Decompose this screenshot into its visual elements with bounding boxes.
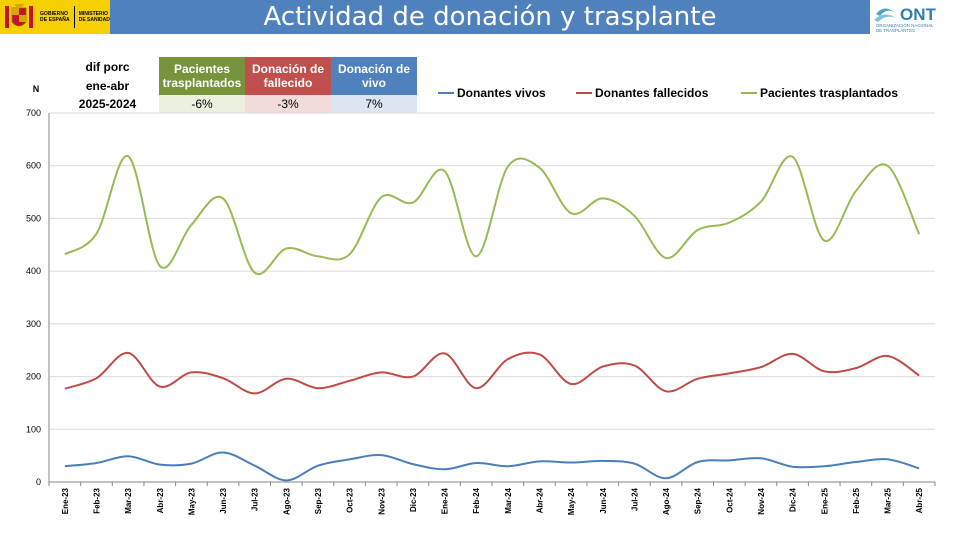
header-pacientes-line1: Pacientes (173, 62, 231, 76)
series-line-pacientes-trasplantados (64, 155, 921, 276)
header-fallecido-line1: Donación de (251, 62, 324, 76)
x-tick-label-9: Oct-23 (346, 487, 355, 512)
y-tick-label-200: 200 (26, 372, 41, 382)
x-tick-label-16: May-24 (567, 487, 576, 515)
y-tick-label-0: 0 (36, 477, 41, 487)
y-tick-label-500: 500 (26, 213, 41, 223)
y-tick-label-400: 400 (26, 266, 41, 276)
ont-logo: ONT ORGANIZACIÓN NACIONAL DE TRASPLANTES (874, 5, 937, 33)
y-tick-label-700: 700 (26, 108, 41, 118)
header-pacientes-line2: trasplantados (162, 76, 242, 90)
series-line-donantes-vivos (64, 451, 920, 482)
legend-label-donantes-vivos: Donantes vivos (457, 86, 546, 100)
value-donacion-fallecido: -3% (245, 95, 331, 113)
x-tick-label-13: Feb-24 (472, 487, 481, 513)
x-tick-label-26: Mar-25 (884, 487, 893, 513)
x-tick-label-10: Nov-23 (377, 487, 386, 514)
x-tick-label-14: Mar-24 (504, 487, 513, 513)
legend-label-pacientes-trasplantados: Pacientes trasplantados (760, 86, 898, 100)
page-title: Actividad de donación y trasplante (263, 2, 717, 32)
header-fallecido-line2: fallecido (263, 76, 313, 90)
value-donacion-vivo: 7% (331, 95, 417, 113)
x-tick-label-2: Mar-23 (124, 487, 133, 513)
ministry-line1: MINISTERIO (78, 11, 108, 17)
header-banner: GOBIERNO DE ESPAÑA MINISTERIO DE SANIDAD… (0, 0, 960, 38)
ont-wave-icon (876, 8, 894, 16)
header-donacion-fallecido: Donación de fallecido (245, 57, 331, 95)
x-tick-label-20: Sep-24 (694, 487, 703, 514)
summary-row-label-2: ene-abr (85, 78, 130, 93)
header-pacientes-trasplantados: Pacientes trasplantados (159, 57, 245, 95)
x-tick-label-0: Ene-23 (61, 487, 70, 514)
legend-label-donantes-fallecidos: Donantes fallecidos (595, 86, 709, 100)
y-axis-label: N (33, 84, 40, 94)
ministry-logo-text: MINISTERIO DE SANIDAD (79, 11, 110, 23)
summary-row-label-3: 2025-2024 (78, 97, 137, 111)
value-pacientes-trasplantados: -6% (159, 95, 245, 113)
header-vivo-line2: vivo (361, 76, 386, 90)
x-tick-label-3: Abr-23 (156, 487, 165, 513)
y-tick-label-600: 600 (26, 161, 41, 171)
x-tick-label-17: Jun-24 (599, 487, 608, 513)
x-tick-label-7: Ago-23 (282, 487, 291, 515)
x-tick-label-24: Ene-25 (820, 487, 829, 514)
x-tick-label-11: Dic-23 (409, 487, 418, 512)
gov-logo-line1: GOBIERNO (40, 11, 69, 17)
x-tick-label-6: Jul-23 (251, 487, 260, 511)
x-tick-label-27: Abr-25 (915, 487, 924, 513)
summary-table: dif porc Pacientes trasplantados Donació… (56, 57, 417, 113)
x-tick-label-12: Ene-24 (441, 487, 450, 514)
x-tick-label-5: Jun-23 (219, 487, 228, 513)
ont-logo-text: ONT (900, 5, 937, 24)
x-tick-label-21: Oct-24 (725, 487, 734, 512)
ont-logo-sub1: ORGANIZACIÓN NACIONAL (876, 23, 934, 28)
gov-logo-divider (73, 6, 75, 28)
x-tick-label-15: Abr-24 (535, 487, 544, 513)
x-tick-label-8: Sep-23 (314, 487, 323, 514)
x-tick-label-1: Feb-23 (92, 487, 101, 513)
x-tick-label-23: Dic-24 (789, 487, 798, 512)
ministry-line2: DE SANIDAD (78, 17, 110, 23)
y-tick-label-100: 100 (26, 424, 41, 434)
coat-of-arms-icon (5, 4, 33, 28)
government-logo: GOBIERNO DE ESPAÑA MINISTERIO DE SANIDAD (0, 0, 110, 34)
x-tick-label-18: Jul-24 (630, 487, 639, 511)
x-tick-label-25: Feb-25 (852, 487, 861, 513)
header-donacion-vivo: Donación de vivo (331, 57, 417, 95)
series-line-donantes-fallecidos (64, 351, 920, 395)
gov-logo-text: GOBIERNO DE ESPAÑA (40, 11, 70, 23)
ont-wave2-icon (874, 14, 896, 22)
x-tick-label-22: Nov-24 (757, 487, 766, 514)
gov-logo-line2: DE ESPAÑA (40, 17, 70, 23)
ont-logo-sub2: DE TRASPLANTES (876, 28, 915, 33)
x-tick-label-4: May-23 (187, 487, 196, 515)
title-bar: Actividad de donación y trasplante (110, 0, 870, 34)
y-tick-label-300: 300 (26, 319, 41, 329)
summary-row-label-1: dif porc (85, 59, 130, 74)
header-vivo-line1: Donación de (337, 62, 410, 76)
x-tick-label-19: Ago-24 (662, 487, 671, 515)
